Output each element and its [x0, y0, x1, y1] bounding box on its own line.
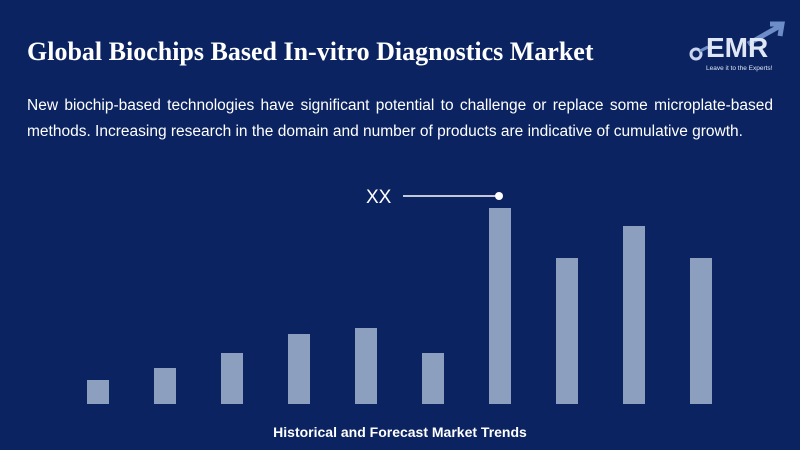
bar — [623, 226, 645, 404]
description: New biochip-based technologies have sign… — [27, 97, 773, 140]
svg-text:Leave it to the Experts!: Leave it to the Experts! — [706, 65, 773, 72]
bar-chart: XX — [87, 187, 712, 404]
bar — [489, 208, 511, 404]
bar — [221, 353, 243, 404]
bar — [87, 380, 109, 404]
bar — [355, 328, 377, 404]
bar — [154, 368, 176, 404]
emr-logo: EMR Leave it to the Experts! — [689, 21, 785, 72]
bar — [556, 258, 578, 404]
svg-text:EMR: EMR — [706, 32, 768, 63]
page-title: Global Biochips Based In-vitro Diagnosti… — [27, 37, 594, 66]
annotation-dot — [495, 192, 503, 200]
bar — [690, 258, 712, 404]
chart-title: Historical and Forecast Market Trends — [273, 424, 527, 440]
bar — [288, 334, 310, 404]
bar — [422, 353, 444, 404]
annotation-label: XX — [366, 187, 392, 208]
